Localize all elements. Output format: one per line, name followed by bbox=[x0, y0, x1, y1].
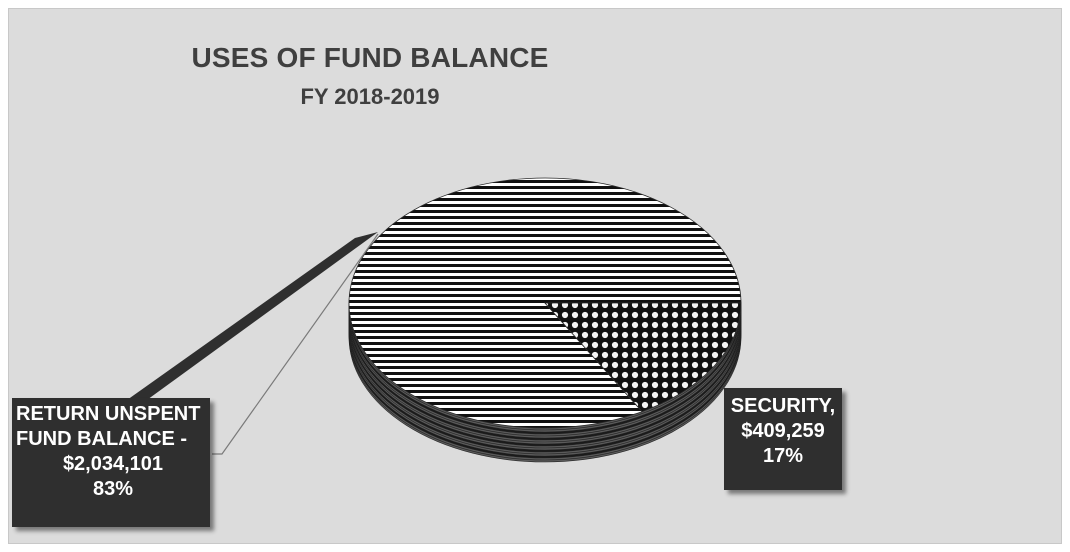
leader-line bbox=[212, 233, 379, 455]
chart-title: USES OF FUND BALANCE bbox=[191, 42, 549, 73]
leader-wedge bbox=[120, 232, 378, 405]
chart-subtitle: FY 2018-2019 bbox=[300, 84, 440, 109]
label-line: RETURN UNSPENT bbox=[16, 403, 201, 425]
label-value: $409,259 bbox=[741, 420, 825, 442]
data-label-return-unspent: RETURN UNSPENT FUND BALANCE - $2,034,101… bbox=[12, 398, 210, 527]
label-line: FUND BALANCE - bbox=[16, 428, 188, 450]
label-percent: 83% bbox=[92, 478, 134, 500]
label-line: SECURITY, bbox=[730, 395, 836, 417]
pie-slice-security bbox=[544, 302, 742, 413]
label-value: $2,034,101 bbox=[62, 453, 164, 475]
data-label-security: SECURITY, $409,259 17% bbox=[724, 388, 842, 490]
label-percent: 17% bbox=[762, 445, 804, 467]
